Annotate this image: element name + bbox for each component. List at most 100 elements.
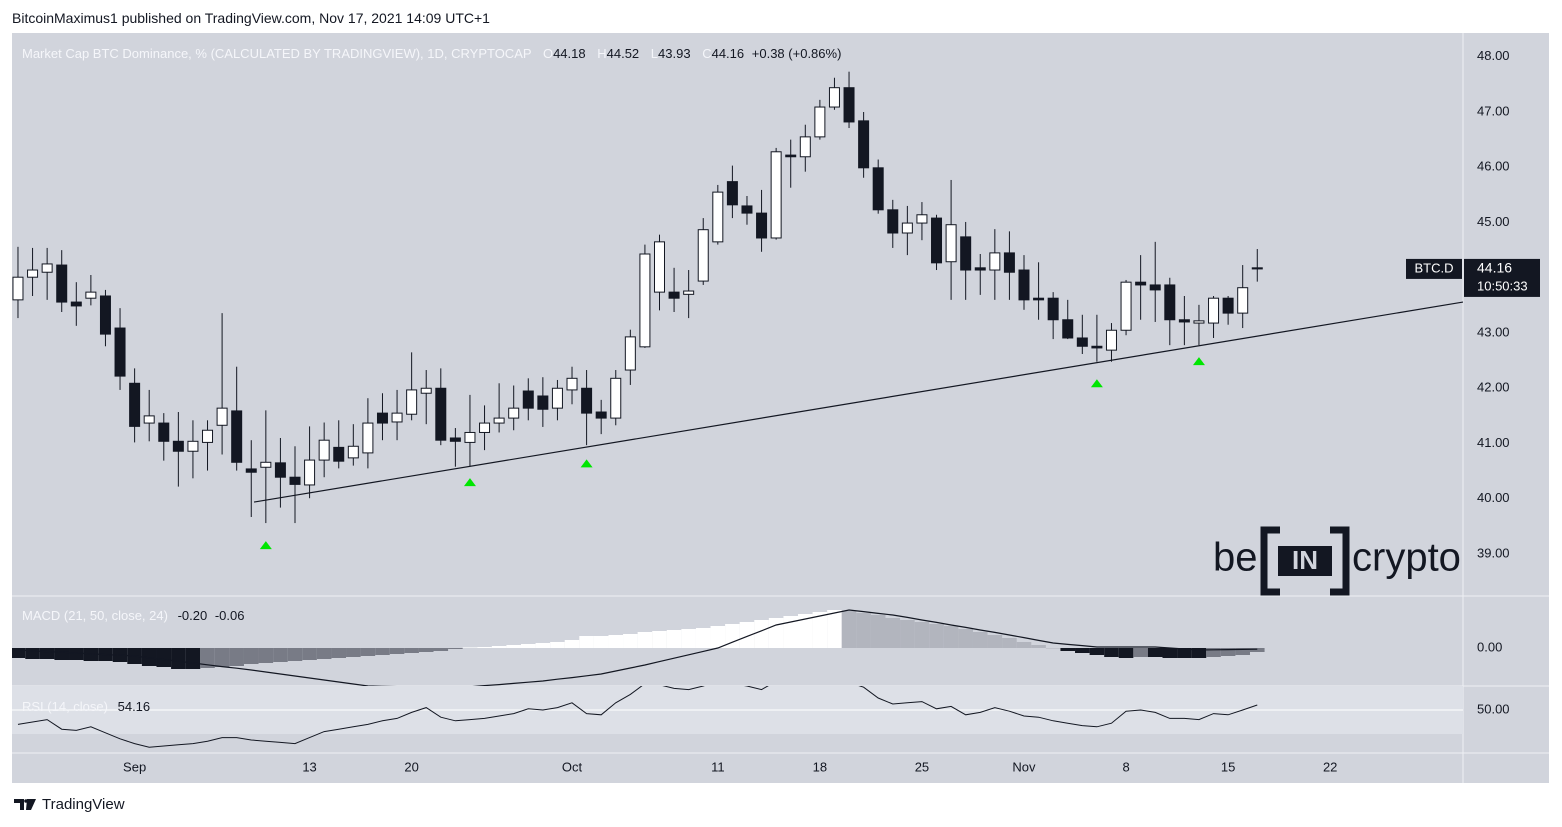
histogram-bar <box>506 645 521 648</box>
histogram-bar <box>491 646 507 648</box>
histogram-bar <box>754 620 769 648</box>
histogram-bar <box>1191 648 1207 658</box>
histogram-bar <box>1162 648 1178 658</box>
histogram-bar <box>987 635 1003 648</box>
watermark-text: IN <box>1292 545 1318 575</box>
x-tick-label: 13 <box>302 759 316 774</box>
histogram-bar <box>666 630 682 648</box>
histogram-bar <box>273 648 288 662</box>
support-marker <box>1090 379 1103 388</box>
candle-body <box>493 417 505 424</box>
candle-body <box>479 422 491 433</box>
histogram-bar <box>404 648 419 653</box>
x-tick-label: Sep <box>123 759 146 774</box>
macd-legend: MACD (21, 50, close, 24) -0.20 -0.06 <box>22 608 244 623</box>
x-tick-label: 25 <box>915 759 929 774</box>
countdown-label: 10:50:33 <box>1477 278 1528 293</box>
indicator-title: MACD (21, 50, close, 24) <box>22 608 168 623</box>
histogram-bar <box>1235 648 1250 655</box>
histogram-bar <box>302 648 317 660</box>
candle-body <box>347 445 359 459</box>
histogram-bar <box>1177 648 1192 658</box>
histogram-bar <box>1031 645 1046 648</box>
candle-body <box>143 415 155 424</box>
candle-body <box>216 407 228 426</box>
candle-body <box>1178 319 1190 323</box>
histogram-bar <box>1016 642 1032 648</box>
candle-body <box>406 389 418 415</box>
series-title: Market Cap BTC Dominance, % (CALCULATED … <box>22 46 532 61</box>
candle-body <box>683 290 695 295</box>
candle-body <box>114 327 126 377</box>
footer-brand: TradingView <box>42 796 125 813</box>
histogram-bar <box>885 618 901 648</box>
y-tick-label: 48.00 <box>1477 48 1510 63</box>
candle-body <box>245 468 257 473</box>
candle-body <box>27 269 39 278</box>
histogram-bar <box>710 626 726 648</box>
histogram-bar <box>462 647 478 648</box>
candle-body <box>420 387 432 394</box>
candle-body <box>99 295 111 335</box>
candle-body <box>508 407 520 419</box>
macd-line <box>17 609 1258 686</box>
histogram-bar <box>1075 648 1090 653</box>
x-tick-label: 20 <box>404 759 418 774</box>
candle-body <box>828 87 840 108</box>
watermark-text: be <box>1213 536 1258 580</box>
histogram-bar <box>1089 648 1105 655</box>
histogram-bar <box>214 648 230 667</box>
candle-body <box>974 267 986 271</box>
candle-body <box>726 181 738 206</box>
histogram-bar <box>798 614 813 648</box>
candle-body <box>566 377 578 391</box>
rsi-legend: RSI (14, close) 54.16 <box>22 699 150 714</box>
y-tick-label: 0.00 <box>1477 639 1502 654</box>
histogram-bar <box>725 624 740 648</box>
candle-body <box>989 252 1001 271</box>
histogram-bar <box>695 628 711 648</box>
histogram-bar <box>1118 648 1134 658</box>
candle-body <box>931 217 943 264</box>
watermark-text: crypto <box>1352 536 1461 580</box>
watermark-bracket <box>1260 526 1350 596</box>
candle-body <box>1237 287 1249 314</box>
histogram-bar <box>564 640 580 648</box>
histogram-bar <box>448 648 463 649</box>
histogram-bar <box>1220 648 1236 656</box>
candle-body <box>376 412 388 424</box>
price-tag <box>1464 258 1540 297</box>
candle-body <box>1062 319 1074 339</box>
candle-body <box>1091 345 1103 349</box>
candle-body <box>187 440 199 452</box>
histogram-bar <box>623 634 638 648</box>
candle-body <box>1105 329 1117 351</box>
candle-body <box>435 387 447 441</box>
y-tick-label: 47.00 <box>1477 103 1510 118</box>
candle-body <box>289 476 301 485</box>
histogram-bar <box>156 648 172 667</box>
candle-body <box>362 422 374 454</box>
candle-body <box>960 236 972 271</box>
histogram-bar <box>360 648 376 656</box>
y-tick-label: 40.00 <box>1477 490 1510 505</box>
candle-body <box>887 209 899 234</box>
candle-body <box>449 437 461 442</box>
publish-info: BitcoinMaximus1 published on TradingView… <box>12 10 490 26</box>
histogram-bar <box>243 648 259 664</box>
y-tick-label: 41.00 <box>1477 435 1510 450</box>
candle-body <box>1193 320 1205 324</box>
tradingview-logo <box>14 799 36 810</box>
candle-body <box>1149 284 1161 291</box>
candle-body <box>858 120 870 169</box>
legend-value: 44.16 <box>711 46 745 61</box>
candle-body <box>1003 252 1015 273</box>
candle-body <box>639 253 651 348</box>
x-tick-label: Nov <box>1012 759 1036 774</box>
legend-key: L <box>650 46 659 61</box>
histogram-bar <box>39 648 55 659</box>
histogram-bar <box>681 629 696 648</box>
histogram-bar <box>1060 648 1076 651</box>
indicator-title: RSI (14, close) <box>22 699 108 714</box>
